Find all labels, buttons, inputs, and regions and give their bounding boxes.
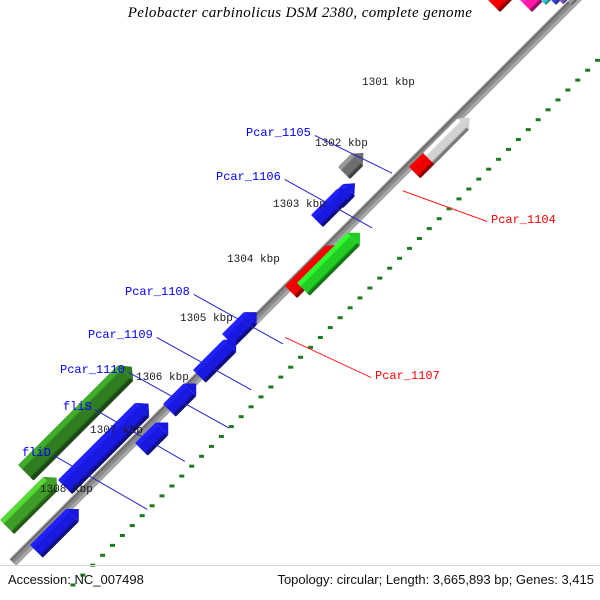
gene-label-pcar_1109[interactable]: Pcar_1109 bbox=[88, 328, 153, 342]
tick-dot bbox=[486, 167, 492, 171]
ruler-tick-label: 1303 kbp bbox=[273, 199, 326, 211]
gene-label-pcar_1107[interactable]: Pcar_1107 bbox=[375, 369, 440, 383]
tick-dot bbox=[575, 78, 581, 82]
gene-label-pcar_1105[interactable]: Pcar_1105 bbox=[246, 126, 311, 140]
tick-dot bbox=[159, 494, 165, 498]
tick-dot bbox=[100, 553, 106, 557]
tick-dot bbox=[505, 147, 511, 151]
footer-divider bbox=[0, 565, 600, 566]
tick-dot bbox=[278, 375, 284, 379]
tick-dot bbox=[387, 266, 393, 270]
ruler-tick-label: 1301 kbp bbox=[362, 77, 415, 89]
tick-dot bbox=[317, 335, 323, 339]
tick-dot bbox=[426, 227, 432, 231]
tick-dot bbox=[248, 405, 254, 409]
tick-dot bbox=[347, 306, 353, 310]
tick-dot bbox=[189, 464, 195, 468]
tick-dot bbox=[109, 543, 115, 547]
ruler-tick-label: 1307 kbp bbox=[90, 425, 143, 437]
ruler-tick-label: 1304 kbp bbox=[227, 254, 280, 266]
tick-dot bbox=[288, 365, 294, 369]
gene-feature[interactable] bbox=[193, 333, 243, 383]
gene-label-pcar_1110[interactable]: Pcar_1110 bbox=[60, 363, 125, 377]
tick-dot bbox=[129, 524, 135, 528]
ruler-tick-label: 1306 kbp bbox=[136, 372, 189, 384]
tick-dot bbox=[525, 128, 531, 132]
tick-dot bbox=[555, 98, 561, 102]
tick-dot bbox=[169, 484, 175, 488]
tick-dot bbox=[406, 246, 412, 250]
tick-dot bbox=[466, 187, 472, 191]
tick-dot bbox=[268, 385, 274, 389]
tick-dot bbox=[535, 118, 541, 122]
tick-dot bbox=[149, 504, 155, 508]
gene-label-leader-line bbox=[402, 190, 488, 222]
tick-dot bbox=[515, 138, 521, 142]
gene-label-flis[interactable]: fliS bbox=[63, 400, 92, 414]
ruler-tick-label: 1308 kbp bbox=[40, 484, 93, 496]
tick-dot bbox=[476, 177, 482, 181]
tick-dot bbox=[416, 236, 422, 240]
tick-dot bbox=[208, 444, 214, 448]
tick-dot bbox=[456, 197, 462, 201]
tick-dot bbox=[436, 217, 442, 221]
tick-dot bbox=[218, 434, 224, 438]
tick-dot bbox=[327, 326, 333, 330]
tick-dot bbox=[377, 276, 383, 280]
tick-dot bbox=[238, 415, 244, 419]
tick-dot bbox=[545, 108, 551, 112]
tick-dot bbox=[496, 157, 502, 161]
tick-dot bbox=[367, 286, 373, 290]
tick-dot-track bbox=[57, 17, 600, 600]
gene-label-pcar_1104[interactable]: Pcar_1104 bbox=[491, 213, 556, 227]
tick-dot bbox=[139, 514, 145, 518]
tick-dot bbox=[595, 58, 600, 62]
tick-dot bbox=[357, 296, 363, 300]
tick-dot bbox=[585, 68, 591, 72]
ruler-tick-label: 1305 kbp bbox=[180, 313, 233, 325]
gene-label-flid[interactable]: fliD bbox=[22, 446, 51, 460]
gene-label-pcar_1106[interactable]: Pcar_1106 bbox=[216, 170, 281, 184]
tick-dot bbox=[258, 395, 264, 399]
genome-stats-text: Topology: circular; Length: 3,665,893 bp… bbox=[277, 572, 594, 587]
gene-label-pcar_1108[interactable]: Pcar_1108 bbox=[125, 285, 190, 299]
tick-dot bbox=[119, 533, 125, 537]
gene-feature[interactable] bbox=[338, 147, 370, 180]
tick-dot bbox=[337, 316, 343, 320]
page-title: Pelobacter carbinolicus DSM 2380, comple… bbox=[127, 5, 473, 21]
tick-dot bbox=[397, 256, 403, 260]
tick-dot bbox=[298, 355, 304, 359]
tick-dot bbox=[565, 88, 571, 92]
accession-text: Accession: NC_007498 bbox=[8, 572, 144, 587]
tick-dot bbox=[179, 474, 185, 478]
tick-dot bbox=[199, 454, 205, 458]
